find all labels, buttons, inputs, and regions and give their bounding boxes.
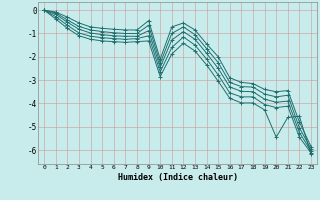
X-axis label: Humidex (Indice chaleur): Humidex (Indice chaleur) bbox=[118, 173, 238, 182]
